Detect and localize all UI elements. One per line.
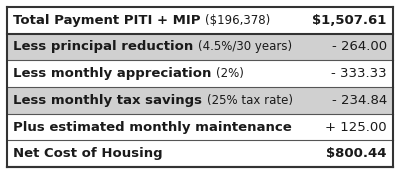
Text: + 125.00: + 125.00 bbox=[325, 121, 387, 133]
Bar bbox=[7, 87, 393, 114]
Bar bbox=[7, 114, 393, 140]
Bar bbox=[7, 140, 393, 167]
Bar bbox=[7, 7, 393, 34]
Text: (25% tax rate): (25% tax rate) bbox=[207, 94, 293, 107]
Text: Net Cost of Housing: Net Cost of Housing bbox=[13, 147, 163, 160]
Text: - 264.00: - 264.00 bbox=[332, 41, 387, 53]
Text: - 234.84: - 234.84 bbox=[332, 94, 387, 107]
Text: $800.44: $800.44 bbox=[326, 147, 387, 160]
Text: Plus estimated monthly maintenance: Plus estimated monthly maintenance bbox=[13, 121, 292, 133]
Text: ($196,378): ($196,378) bbox=[205, 14, 270, 27]
Text: Less monthly tax savings: Less monthly tax savings bbox=[13, 94, 207, 107]
Bar bbox=[7, 60, 393, 87]
Text: - 333.33: - 333.33 bbox=[331, 67, 387, 80]
Text: Total Payment PITI + MIP: Total Payment PITI + MIP bbox=[13, 14, 205, 27]
Text: $1,507.61: $1,507.61 bbox=[312, 14, 387, 27]
Text: (4.5%/30 years): (4.5%/30 years) bbox=[198, 41, 292, 53]
Text: (2%): (2%) bbox=[216, 67, 244, 80]
Text: Less monthly appreciation: Less monthly appreciation bbox=[13, 67, 216, 80]
Text: Less principal reduction: Less principal reduction bbox=[13, 41, 198, 53]
Bar bbox=[7, 34, 393, 60]
